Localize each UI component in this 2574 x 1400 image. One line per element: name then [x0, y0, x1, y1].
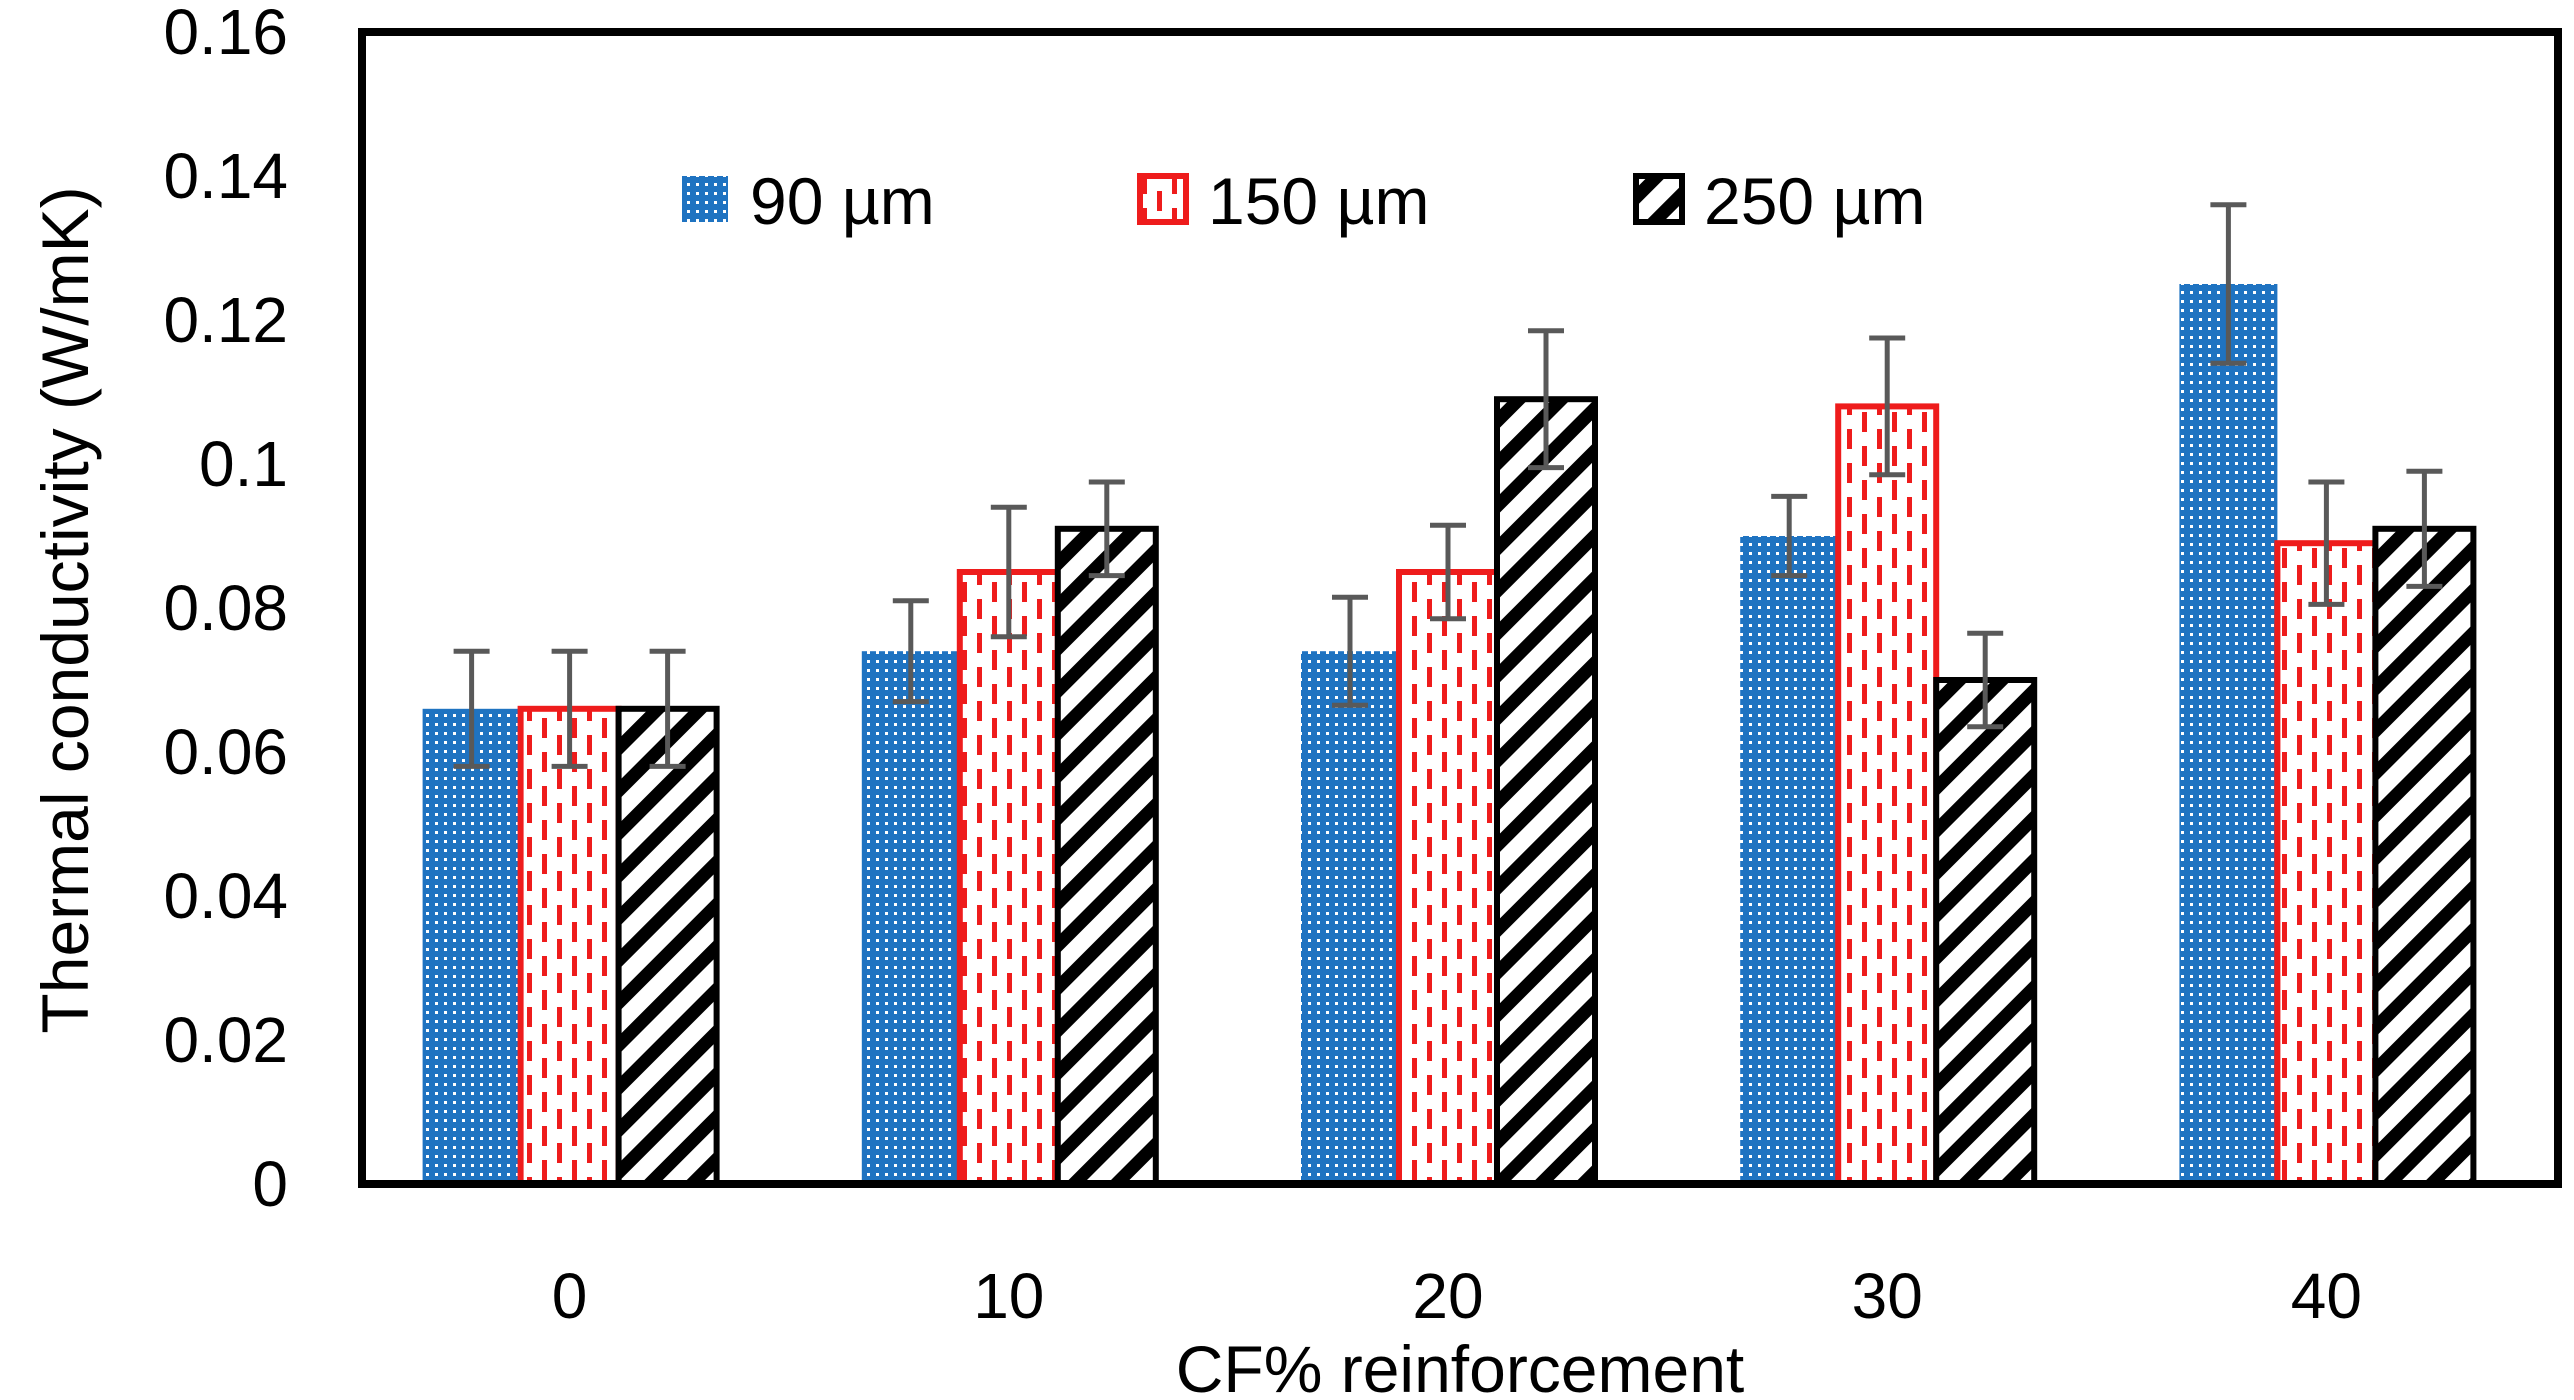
x-axis-ticks: 0 10 20 30 40 — [552, 1260, 2362, 1332]
legend-label: 90 µm — [750, 164, 935, 238]
legend-swatch — [682, 176, 728, 222]
bar — [615, 705, 720, 1187]
error-bar — [1088, 479, 1125, 579]
y-axis-title: Thermal conductivity (W/mK) — [28, 186, 102, 1033]
error-bar — [2210, 202, 2247, 366]
bar — [2274, 540, 2379, 1187]
error-bar — [453, 648, 490, 769]
y-tick-label: 0 — [252, 1148, 288, 1220]
y-tick-label: 0.08 — [163, 572, 288, 644]
bar — [1740, 536, 1839, 1184]
bar — [1494, 396, 1598, 1187]
x-tick-label: 10 — [973, 1260, 1044, 1332]
error-bar — [2406, 468, 2443, 589]
legend-item: 250 µm — [1633, 164, 1925, 238]
legend-swatch — [1137, 173, 1189, 225]
error-bar — [990, 504, 1027, 640]
y-tick-label: 0.1 — [199, 428, 288, 500]
legend: 90 µm 150 µm 250 µm — [682, 164, 1925, 238]
legend-label: 250 µm — [1704, 164, 1925, 238]
legend-swatch — [1633, 173, 1685, 225]
legend-item: 90 µm — [682, 164, 935, 238]
error-bar — [551, 648, 588, 769]
bar — [1933, 677, 2038, 1187]
y-tick-label: 0.04 — [163, 860, 288, 932]
error-bar — [1430, 522, 1466, 622]
error-bars — [453, 202, 2443, 769]
error-bar — [1528, 328, 1564, 471]
error-bar — [1332, 594, 1368, 708]
x-tick-label: 30 — [1852, 1260, 1923, 1332]
bar — [2179, 284, 2278, 1184]
error-bar — [2308, 479, 2345, 607]
y-tick-label: 0.12 — [163, 284, 288, 356]
bar — [1301, 651, 1399, 1184]
y-axis-ticks: 0 0.02 0.04 0.06 0.08 0.1 0.12 0.14 0.16 — [163, 0, 288, 1220]
y-tick-label: 0.16 — [163, 0, 288, 68]
y-tick-label: 0.06 — [163, 716, 288, 788]
bar — [1054, 525, 1159, 1187]
x-tick-label: 20 — [1412, 1260, 1483, 1332]
error-bar — [1771, 493, 1808, 579]
bar — [1835, 403, 1940, 1187]
error-bar — [892, 598, 929, 705]
bar — [956, 569, 1061, 1187]
y-tick-label: 0.02 — [163, 1004, 288, 1076]
plot-frame — [358, 28, 2562, 1188]
x-tick-label: 0 — [552, 1260, 588, 1332]
x-axis-title: CF% reinforcement — [1176, 1332, 1745, 1400]
bars — [422, 284, 2477, 1187]
bar — [517, 705, 622, 1187]
legend-label: 150 µm — [1208, 164, 1429, 238]
x-tick-label: 40 — [2291, 1260, 2362, 1332]
y-tick-label: 0.14 — [163, 140, 288, 212]
bar — [861, 651, 960, 1184]
bar — [1396, 569, 1500, 1187]
error-bar — [649, 648, 686, 769]
legend-item: 150 µm — [1137, 164, 1429, 238]
error-bar — [1869, 335, 1906, 478]
bar — [422, 708, 521, 1184]
error-bar — [1967, 630, 2004, 730]
bar — [2372, 525, 2477, 1187]
